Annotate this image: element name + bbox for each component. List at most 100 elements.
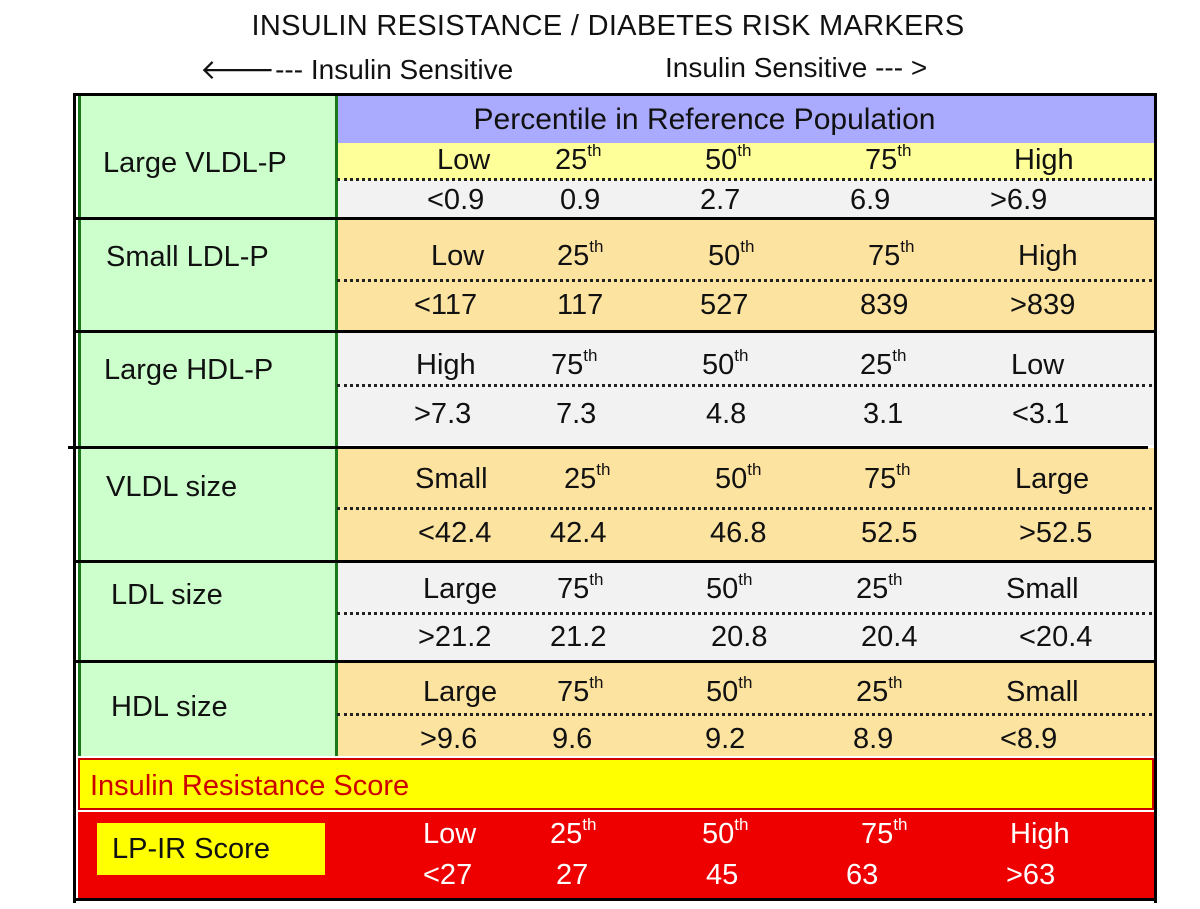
lpir-score-label: LP-IR Score	[97, 823, 325, 875]
ordinal-suffix: th	[738, 570, 753, 589]
row-label-large-vldl-p: Large VLDL-P	[103, 147, 287, 179]
ordinal-suffix: th	[734, 815, 749, 834]
cutoff-value: >839	[1010, 289, 1076, 321]
percentile-label: 75th	[557, 570, 604, 606]
ordinal-suffix: th	[583, 346, 598, 365]
ordinal-suffix: th	[893, 815, 908, 834]
percentile-label: 50th	[705, 141, 752, 177]
percentile-number: 75	[557, 676, 590, 708]
cutoff-value: 21.2	[550, 621, 607, 653]
cutoff-value: 9.6	[552, 723, 593, 755]
insulin-resistance-score-bar	[78, 758, 1154, 810]
cutoff-value: 9.2	[705, 723, 746, 755]
lpir-cutoff-value: 45	[706, 859, 739, 891]
lpir-percentile-label: High	[1010, 818, 1070, 850]
band-r4	[335, 448, 1154, 560]
ordinal-suffix: th	[897, 141, 912, 160]
ordinal-suffix: th	[587, 141, 602, 160]
cutoff-value: >21.2	[418, 621, 492, 653]
percentile-label: Small	[415, 463, 488, 495]
ordinal-suffix: th	[738, 673, 753, 692]
table-border-bottom	[73, 898, 1157, 901]
ordinal-suffix: th	[892, 346, 907, 365]
percentile-label: Low	[437, 144, 491, 176]
percentile-label: High	[416, 349, 476, 381]
table-border-top	[76, 93, 1156, 96]
percentile-number: 50	[706, 573, 739, 605]
cutoff-value: 839	[860, 289, 909, 321]
band-r6	[335, 663, 1154, 756]
percentile-header: Percentile in Reference Population	[335, 96, 1154, 143]
percentile-number: 50	[705, 144, 738, 176]
ordinal-suffix: th	[888, 673, 903, 692]
lpir-percentile-label: 25th	[550, 816, 596, 851]
percentile-label: 25th	[557, 237, 604, 273]
dotted-separator	[337, 713, 1152, 716]
percentile-label: 75th	[551, 346, 598, 382]
cutoff-value: 20.4	[861, 621, 918, 653]
cutoff-value: 6.9	[850, 184, 891, 216]
cutoff-value: 7.3	[556, 398, 597, 430]
cutoff-value: >52.5	[1019, 517, 1093, 549]
ordinal-suffix: th	[737, 141, 752, 160]
cutoff-value: 527	[700, 289, 749, 321]
dotted-separator	[337, 507, 1152, 510]
ordinal-suffix: th	[596, 460, 611, 479]
cutoff-value: <42.4	[418, 517, 492, 549]
table-border-left	[73, 93, 76, 903]
row-label-small-ldl-p: Small LDL-P	[106, 241, 269, 273]
ordinal-suffix: th	[734, 346, 749, 365]
percentile-number: 75	[551, 349, 584, 381]
percentile-header-text: Percentile in Reference Population	[473, 103, 936, 136]
lpir-cutoff-value: <27	[423, 859, 473, 891]
cutoff-value: 46.8	[710, 517, 767, 549]
ordinal-suffix: th	[747, 460, 762, 479]
percentile-number: 25	[860, 349, 893, 381]
percentile-label: 50th	[708, 237, 755, 273]
cutoff-value: 0.9	[560, 184, 601, 216]
cutoff-value: <20.4	[1019, 621, 1093, 653]
cutoff-value: <117	[414, 289, 478, 321]
band-r5	[335, 563, 1154, 660]
cutoff-value: 4.8	[706, 398, 747, 430]
percentile-label: Large	[423, 676, 498, 708]
ordinal-suffix: th	[900, 237, 915, 256]
dotted-separator	[337, 612, 1152, 615]
ordinal-suffix: th	[589, 570, 604, 589]
percentile-number: 75	[864, 463, 897, 495]
band-r2	[335, 220, 1154, 330]
dotted-separator	[337, 178, 1152, 181]
lpir-percentile-label: 75th	[861, 815, 908, 851]
ordinal-suffix: th	[740, 237, 755, 256]
direction-right-label: Insulin Sensitive --- >	[665, 52, 928, 83]
row-label-vldl-size: VLDL size	[106, 471, 238, 503]
insulin-resistance-score-label: Insulin Resistance Score	[90, 770, 410, 802]
ordinal-suffix: th	[589, 237, 604, 256]
percentile-number: 50	[715, 463, 748, 495]
percentile-number: 75	[868, 240, 901, 272]
percentile-number: 50	[708, 240, 741, 272]
percentile-label: Small	[1006, 676, 1079, 708]
marker-label-column	[78, 96, 338, 756]
row-label-ldl-size: LDL size	[111, 579, 223, 611]
lpir-cutoff-value: >63	[1006, 859, 1056, 891]
ordinal-suffix: th	[888, 570, 903, 589]
percentile-number: 50	[702, 349, 735, 381]
row-separator	[76, 330, 1156, 333]
percentile-label: Low	[1011, 349, 1065, 381]
cutoff-value: <3.1	[1012, 398, 1070, 430]
percentile-label: 75th	[865, 141, 912, 177]
band-r1-values	[335, 180, 1154, 217]
cutoff-value: 117	[557, 289, 604, 321]
lpir-percentile-label: 50th	[702, 815, 749, 851]
lpir-percentile-label: Low	[423, 818, 477, 850]
percentile-label: Small	[1006, 573, 1079, 605]
percentile-number: 50	[702, 818, 735, 850]
row-separator	[76, 660, 1156, 663]
band-r1-labels	[335, 143, 1154, 180]
percentile-label: 75th	[868, 237, 915, 273]
dotted-separator	[337, 384, 1152, 387]
cutoff-value: 2.7	[700, 184, 741, 216]
percentile-label: 25th	[860, 346, 907, 382]
percentile-label: Low	[431, 240, 485, 272]
